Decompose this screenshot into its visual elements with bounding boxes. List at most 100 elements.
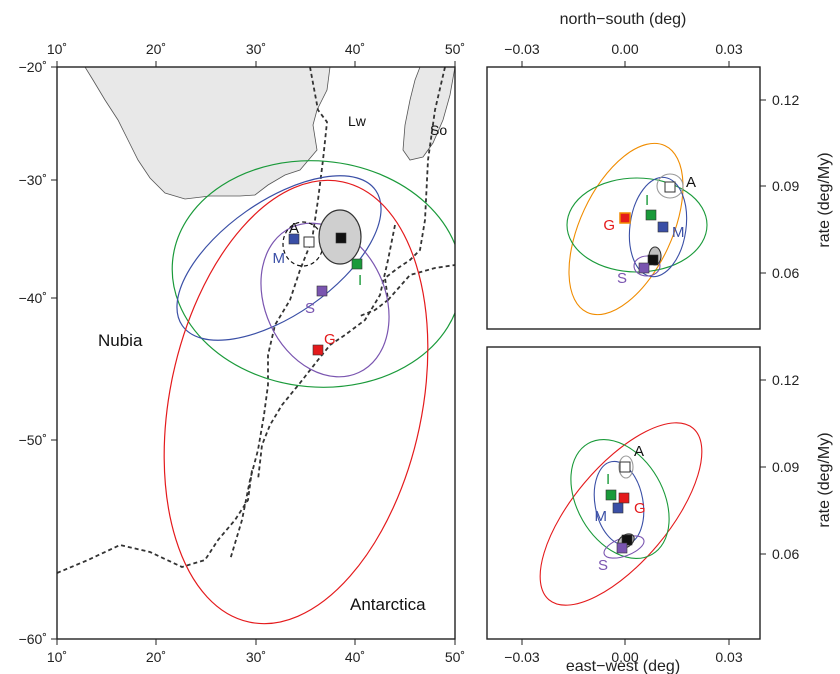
br-ytick: 0.12 [772,372,799,388]
tr-xtick: 0.03 [715,41,742,57]
tr-point-I [645,209,657,221]
boundary-somalia [359,67,446,317]
top-right-y-tick-labels: 0.12 0.09 0.06 [772,92,799,281]
map-point-pole [335,232,347,244]
bottom-right-frame [486,346,761,640]
br-point-G [618,492,630,504]
map-y-tick-labels: −20˚ −30˚ −40˚ −50˚ −60˚ [19,59,47,647]
map-x-tick-labels-bottom: 10˚ 20˚ 30˚ 40˚ 50˚ [47,649,465,665]
top-right-x-axis-title: north−south (deg) [560,11,687,28]
map-label-M: M [273,250,286,267]
map-panel: A M I S G Nubia Antarctica Lw So 10˚ 20˚… [19,41,466,665]
br-label-G: G [634,500,646,517]
top-right-frame [486,66,761,330]
bottom-right-point-labels: A I G M S [595,443,646,574]
map-ellipse-M [176,175,382,341]
map-point-S [316,285,328,297]
map-ellipse-I [171,160,455,388]
tr-ellipse-A [656,173,684,199]
tr-point-G [619,212,631,224]
region-label-lwandle: Lw [348,113,367,129]
tr-label-M: M [672,224,685,241]
tr-label-S: S [617,270,627,287]
tr-xtick: −0.03 [504,41,540,57]
br-label-M: M [595,508,608,525]
map-x-tick-labels-top: 10˚ 20˚ 30˚ 40˚ 50˚ [47,41,465,57]
boundary-antarctica [57,469,253,574]
br-point-I [605,489,617,501]
tr-ellipse-S [633,255,661,277]
map-ytick: −30˚ [19,172,47,188]
madagascar-landmass [402,67,455,161]
br-label-S: S [598,557,608,574]
map-xtick-top: 40˚ [345,41,365,57]
br-xtick: −0.03 [504,649,540,665]
tr-point-A [664,181,676,193]
region-label-antarctica: Antarctica [350,595,426,614]
top-right-content: A G I M S [566,142,708,316]
map-points [288,232,363,356]
br-point-M [612,502,624,514]
bottom-right-x-axis-title: east−west (deg) [566,658,680,674]
map-content: A M I S G Nubia Antarctica Lw So [57,67,455,625]
map-label-S: S [305,300,315,317]
br-xtick: 0.03 [715,649,742,665]
map-ytick: −50˚ [19,432,47,448]
map-ytick: −40˚ [19,290,47,306]
br-ytick: 0.06 [772,546,799,562]
bottom-right-x-tick-labels: −0.03 0.00 0.03 [504,649,743,665]
top-right-x-tick-labels: −0.03 0.00 0.03 [504,41,743,57]
map-label-G: G [324,331,336,348]
top-right-y-axis-title: rate (deg/My) [816,152,833,247]
map-ytick: −20˚ [19,59,47,75]
map-point-labels: A M I S G [273,220,363,348]
tr-point-pole [647,254,659,266]
tr-label-I: I [645,192,649,209]
tr-ytick: 0.06 [772,265,799,281]
boundary-lwandle-east [257,224,396,481]
region-label-nubia: Nubia [98,331,143,350]
bottom-right-panel: A I G M S −0.03 0.00 0.03 0.12 0.09 0.06… [486,346,833,674]
br-ellipse-G [539,422,703,606]
br-point-S [616,542,628,554]
map-label-I: I [358,272,362,289]
map-xtick-bottom: 30˚ [246,649,266,665]
br-ellipse-I [570,439,670,559]
top-right-tick-marks [521,61,766,274]
bottom-right-y-axis-title: rate (deg/My) [816,432,833,527]
br-xtick: 0.00 [611,649,638,665]
map-tick-marks [51,61,456,645]
plate-boundaries [57,67,455,574]
tr-point-S [638,262,650,274]
map-label-A: A [289,220,299,237]
map-xtick-top: 20˚ [146,41,166,57]
bottom-right-points [605,461,633,554]
map-point-G [312,344,324,356]
map-xtick-bottom: 10˚ [47,649,67,665]
tr-ellipse-O [568,142,684,316]
bottom-right-y-tick-labels: 0.12 0.09 0.06 [772,372,799,562]
map-xtick-bottom: 50˚ [445,649,465,665]
tr-label-G: G [603,217,615,234]
bottom-right-tick-marks [521,379,766,645]
map-point-A [303,236,315,248]
map-xtick-top: 30˚ [246,41,266,57]
map-ellipse-S [260,222,390,378]
br-ellipse-A [618,455,634,479]
map-ellipse-G [163,179,429,625]
top-right-points [619,181,676,274]
br-label-I: I [606,471,610,488]
tr-label-A: A [686,174,696,191]
bottom-right-content: A I G M S [539,422,703,606]
map-point-M [288,233,300,245]
tr-point-M [657,221,669,233]
boundary-lwandle-west [229,67,328,561]
boundary-southeast [387,264,455,301]
tr-xtick: 0.00 [611,41,638,57]
tr-ytick: 0.12 [772,92,799,108]
map-xtick-bottom: 20˚ [146,649,166,665]
map-xtick-bottom: 40˚ [345,649,365,665]
map-xtick-top: 50˚ [445,41,465,57]
map-point-I [351,258,363,270]
br-ytick: 0.09 [772,459,799,475]
